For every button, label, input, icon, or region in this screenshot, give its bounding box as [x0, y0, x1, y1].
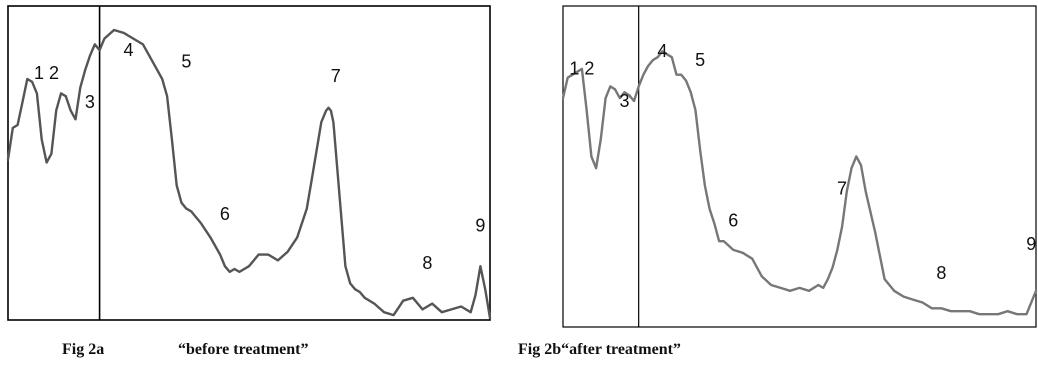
fig-2a-peak-label: 7	[331, 66, 341, 86]
fig-2a-trace-line-0	[6, 28, 492, 320]
caption-fig-2a-text: “before treatment”	[178, 341, 309, 358]
fig-2b-frame	[562, 5, 1037, 328]
fig-2b-peak-label: 9	[1026, 234, 1036, 254]
fig-2b-trace-line-0	[561, 50, 1038, 316]
fig-2a-peak-label: 1 2	[34, 63, 59, 83]
fig-2b-peak-label: 5	[695, 50, 705, 70]
fig-2a-peak-label: 8	[422, 253, 432, 273]
fig-2b-peak-label: 6	[728, 211, 738, 231]
fig-2b-peak-label: 8	[936, 263, 946, 283]
fig-2a-peak-label: 3	[85, 92, 95, 112]
fig-2b-peak-label: 1 2	[569, 59, 594, 79]
fig-2a-peak-label: 4	[123, 40, 133, 60]
fig-2b-peak-label: 4	[657, 41, 667, 61]
fig-2a-frame	[7, 5, 491, 321]
fig-2b-peak-label: 7	[837, 178, 847, 198]
fig-2a-peak-label: 5	[181, 51, 191, 71]
caption-fig-2a-label: Fig 2a	[62, 341, 105, 358]
fig-2b-peak-label: 3	[619, 91, 629, 111]
fig-2a-peak-label: 9	[475, 216, 485, 236]
fig-2a-peak-label: 6	[220, 204, 230, 224]
caption-fig-2b: Fig 2b“after treatment”	[518, 341, 681, 358]
